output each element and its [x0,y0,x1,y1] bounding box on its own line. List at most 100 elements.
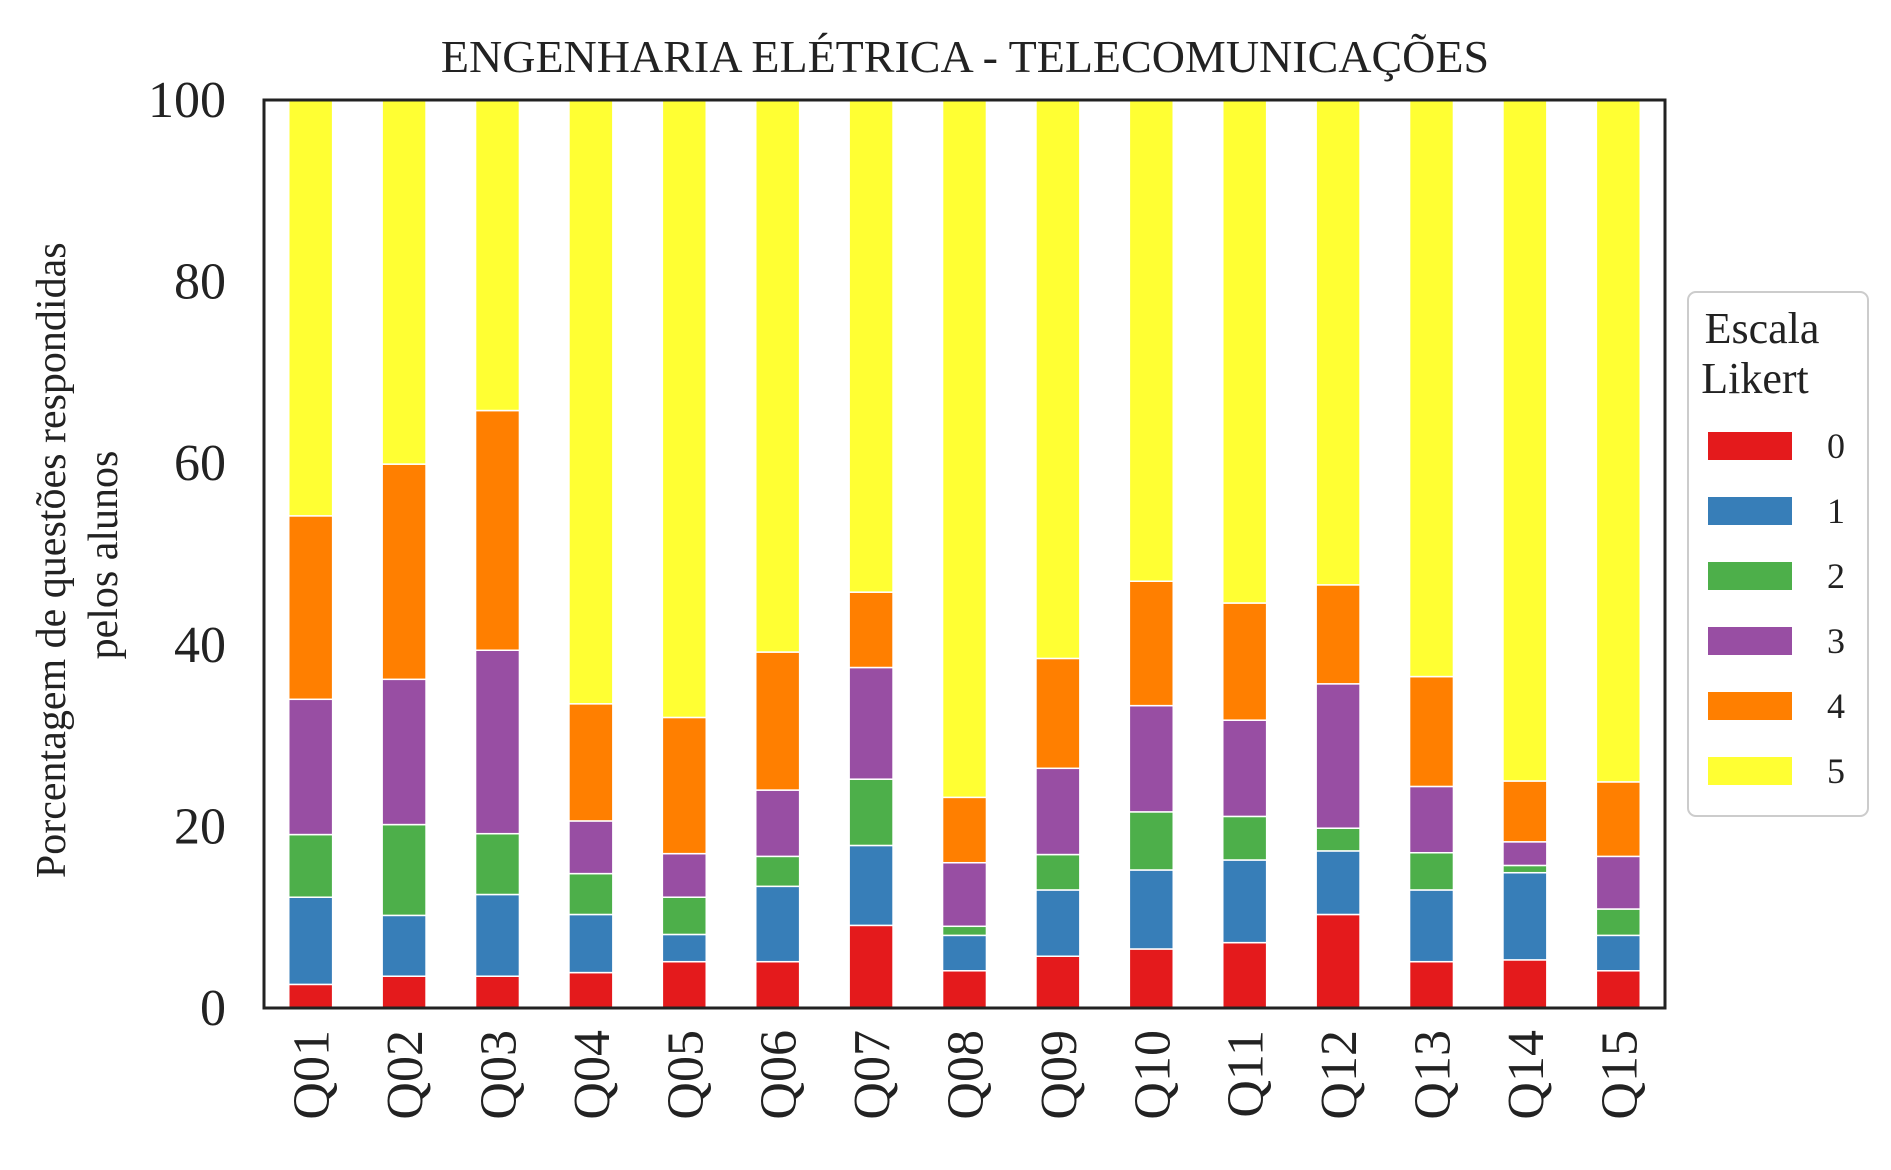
x-tick-label-q07: Q07 [844,1030,901,1120]
x-tick-label-q14: Q14 [1498,1030,1555,1120]
x-tick-label-q09: Q09 [1031,1030,1088,1120]
legend-label-1: 1 [1827,491,1845,531]
bar-q13-likert-0 [1408,960,1455,1009]
bar-q14-likert-5 [1502,99,1548,782]
x-tick-label-q12: Q12 [1311,1030,1368,1120]
legend-label-5: 5 [1827,751,1845,791]
bar-q08-likert-0 [941,970,988,1009]
bar-q10-likert-3 [1128,704,1174,813]
bar-q05-likert-4 [661,716,707,855]
legend-swatch-4 [1708,692,1792,720]
bar-q05-likert-2 [661,896,707,936]
bar-q06-likert-2 [755,855,801,888]
bar-q14-likert-4 [1502,780,1548,843]
bar-q06-likert-3 [755,789,801,858]
x-tick-label-q04: Q04 [564,1030,621,1120]
legend-title-line-1: Escala [1705,304,1820,353]
x-tick-label-q11: Q11 [1218,1030,1275,1118]
bar-q11-likert-2 [1222,815,1268,861]
legend-frame [1687,291,1869,817]
bar-q09-likert-2 [1035,853,1081,891]
bar-q01-likert-2 [288,833,334,898]
bar-q07-likert-3 [848,666,894,780]
bar-q05-likert-0 [661,960,707,1009]
x-ticks: Q01 Q02 Q03 Q04 Q05 Q06 Q07 Q08 Q09 Q10 Q11 Q12 Q13 Q… [284,1030,1649,1120]
legend-swatch-0 [1708,432,1792,460]
legend-label-4: 4 [1827,686,1845,726]
bar-q10-likert-4 [1128,580,1174,707]
y-tick-label-100: 100 [148,72,226,129]
bar-q11-likert-5 [1222,99,1268,604]
x-tick-label-q02: Q02 [377,1030,434,1120]
bar-q04-likert-0 [568,971,614,1009]
x-tick-label-q05: Q05 [657,1030,714,1120]
bar-q02-likert-0 [381,975,427,1009]
y-ticks: 0 20 40 60 80 100 [148,72,226,1037]
bar-q14-likert-3 [1502,841,1548,867]
legend-swatch-1 [1708,497,1792,525]
bar-q11-likert-1 [1222,859,1268,944]
bar-q03-likert-4 [474,409,521,652]
bar-q08-likert-4 [941,796,988,864]
legend-title-line-2: Likert [1701,354,1809,403]
bar-q06-likert-1 [755,885,801,963]
bars-group [288,99,1641,1009]
bar-q15-likert-4 [1595,781,1641,858]
bar-q04-likert-4 [568,703,614,822]
bar-q07-likert-4 [848,591,894,669]
y-tick-label-80: 80 [174,254,226,311]
bar-q07-likert-0 [848,924,894,1009]
bar-q02-likert-2 [381,823,427,917]
bar-q02-likert-3 [381,678,427,826]
bar-q13-likert-3 [1408,785,1455,854]
x-tick-label-q06: Q06 [751,1030,808,1120]
bar-q09-likert-3 [1035,767,1081,856]
legend: Escala Likert 0 1 2 3 4 5 [1687,291,1869,817]
bar-q01-likert-0 [288,983,334,1009]
bar-q15-likert-3 [1595,855,1641,910]
bar-q03-likert-3 [474,649,521,835]
y-axis-label-line-1: Porcentagem de questões respondidas [29,242,75,878]
bar-q12-likert-4 [1315,584,1361,685]
bar-q09-likert-1 [1035,889,1081,957]
legend-label-2: 2 [1827,556,1845,596]
x-tick-label-q08: Q08 [938,1030,995,1120]
bar-q13-likert-5 [1408,99,1455,678]
legend-label-3: 3 [1827,621,1845,661]
bar-q08-likert-1 [941,934,988,972]
bar-q12-likert-1 [1315,850,1361,916]
bar-q11-likert-3 [1222,719,1268,818]
y-tick-label-40: 40 [174,617,226,674]
y-tick-label-60: 60 [174,435,226,492]
x-tick-label-q15: Q15 [1591,1030,1648,1120]
bar-q06-likert-0 [755,960,801,1009]
bar-q05-likert-5 [661,99,707,719]
bar-q09-likert-5 [1035,99,1081,660]
bar-q15-likert-1 [1595,934,1641,972]
x-tick-label-q01: Q01 [284,1030,341,1120]
bar-q07-likert-1 [848,844,894,927]
bar-q01-likert-4 [288,515,334,701]
y-axis-label-line-2: pelos alunos [81,451,127,660]
x-tick-label-q13: Q13 [1405,1030,1462,1120]
bar-q14-likert-1 [1502,871,1548,961]
bar-q11-likert-0 [1222,941,1268,1009]
bar-q10-likert-1 [1128,869,1174,950]
x-tick-label-q10: Q10 [1124,1030,1181,1120]
bar-q13-likert-4 [1408,675,1455,788]
bar-q13-likert-1 [1408,889,1455,963]
bar-q12-likert-3 [1315,683,1361,829]
y-axis-label: Porcentagem de questões respondidas pelo… [29,232,127,878]
legend-swatch-5 [1708,757,1792,785]
bar-q01-likert-5 [288,99,334,517]
bar-q08-likert-3 [941,861,988,928]
bar-q12-likert-0 [1315,913,1361,1009]
legend-swatch-3 [1708,627,1792,655]
bar-q04-likert-3 [568,820,614,875]
bar-q09-likert-4 [1035,657,1081,770]
bar-q02-likert-1 [381,914,427,977]
bar-q07-likert-5 [848,99,894,593]
bar-q06-likert-4 [755,651,801,791]
bar-q09-likert-0 [1035,955,1081,1009]
bar-q15-likert-0 [1595,970,1641,1009]
